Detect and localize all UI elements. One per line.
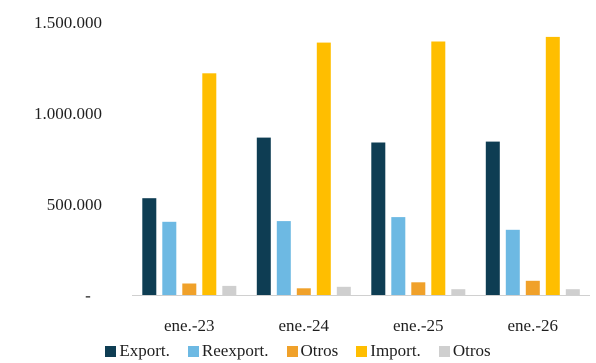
legend-item: Otros — [438, 341, 491, 361]
legend-swatch — [438, 345, 450, 357]
legend-item: Export. — [105, 341, 170, 361]
bar-3-ene.-24 — [296, 288, 311, 295]
legend-label: Otros — [300, 341, 339, 360]
y-tick-label: 1.000.000 — [34, 104, 102, 123]
legend-swatch — [286, 345, 298, 357]
bar-2-ene.-24 — [276, 221, 291, 295]
legend-label: Export. — [119, 341, 170, 360]
y-tick-label: - — [85, 286, 91, 305]
legend-label: Otros — [452, 341, 491, 360]
bar-3-ene.-26 — [525, 280, 540, 295]
legend-item: Import. — [356, 341, 421, 361]
y-tick-label: 1.500.000 — [34, 13, 102, 32]
x-tick-label: ene.-24 — [278, 316, 329, 335]
legend-swatch — [356, 345, 368, 357]
bars-group — [142, 36, 580, 296]
bar-4-ene.-26 — [545, 36, 560, 296]
bar-5-ene.-23 — [222, 285, 237, 295]
bar-1-ene.-25 — [371, 142, 386, 295]
bar-5-ene.-24 — [336, 286, 351, 295]
bar-2-ene.-25 — [391, 217, 406, 295]
bar-4-ene.-24 — [316, 42, 331, 295]
bar-2-ene.-23 — [162, 221, 177, 295]
legend-item: Otros — [286, 341, 339, 361]
y-axis: - 500.000 1.000.000 1.500.000 — [34, 13, 102, 305]
x-axis: ene.-23 ene.-24 ene.-25 ene.-26 — [164, 316, 558, 335]
bar-1-ene.-26 — [485, 141, 500, 295]
chart-legend: Export. Reexport. Otros Import. Otros — [0, 339, 596, 363]
legend-item: Reexport. — [187, 341, 269, 361]
x-tick-label: ene.-25 — [393, 316, 444, 335]
bar-1-ene.-24 — [256, 137, 271, 295]
bar-3-ene.-23 — [182, 283, 197, 295]
legend-label: Import. — [370, 341, 421, 360]
bar-3-ene.-25 — [411, 282, 426, 295]
x-tick-label: ene.-26 — [507, 316, 558, 335]
bar-5-ene.-26 — [565, 289, 580, 295]
bar-2-ene.-26 — [505, 229, 520, 295]
bar-4-ene.-23 — [202, 73, 217, 295]
x-tick-label: ene.-23 — [164, 316, 215, 335]
bar-4-ene.-25 — [431, 41, 446, 295]
bar-5-ene.-25 — [451, 289, 466, 295]
legend-swatch — [187, 345, 199, 357]
bar-1-ene.-23 — [142, 198, 157, 295]
legend-swatch — [105, 345, 117, 357]
legend-label: Reexport. — [201, 341, 269, 360]
y-tick-label: 500.000 — [47, 195, 102, 214]
